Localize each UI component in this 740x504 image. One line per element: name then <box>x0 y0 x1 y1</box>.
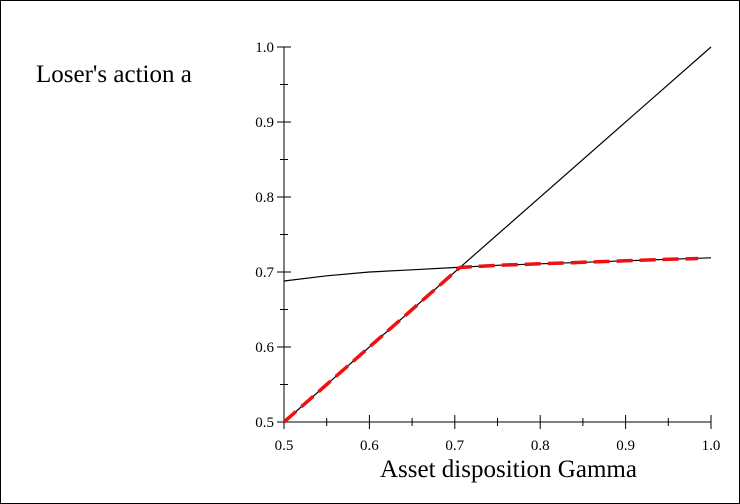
x-tick-label-1.0: 1.0 <box>702 438 721 454</box>
y-tick-label-0.5: 0.5 <box>255 415 274 431</box>
x-tick-label-0.8: 0.8 <box>531 438 550 454</box>
tick-labels: 0.5 0.6 0.7 0.8 0.9 1.0 0.5 0.6 0.7 0.8 0.9 1.0 <box>255 40 720 454</box>
tick-marks <box>277 46 712 429</box>
y-axis-title: Loser's action a <box>36 61 192 88</box>
y-tick-label-1.0: 1.0 <box>255 40 274 56</box>
series-line-1 <box>283 46 712 423</box>
y-tick-label-0.7: 0.7 <box>255 265 274 281</box>
x-tick-label-0.9: 0.9 <box>616 438 635 454</box>
series-line-3 <box>282 256 699 424</box>
x-tick-label-0.6: 0.6 <box>360 438 379 454</box>
y-tick-label-0.8: 0.8 <box>255 190 274 206</box>
y-tick-label-0.9: 0.9 <box>255 115 274 131</box>
series-lines <box>282 46 712 424</box>
x-tick-label-0.7: 0.7 <box>445 438 464 454</box>
x-tick-label-0.5: 0.5 <box>275 438 294 454</box>
y-tick-label-0.6: 0.6 <box>255 340 274 356</box>
x-axis-title: Asset disposition Gamma <box>380 456 637 483</box>
